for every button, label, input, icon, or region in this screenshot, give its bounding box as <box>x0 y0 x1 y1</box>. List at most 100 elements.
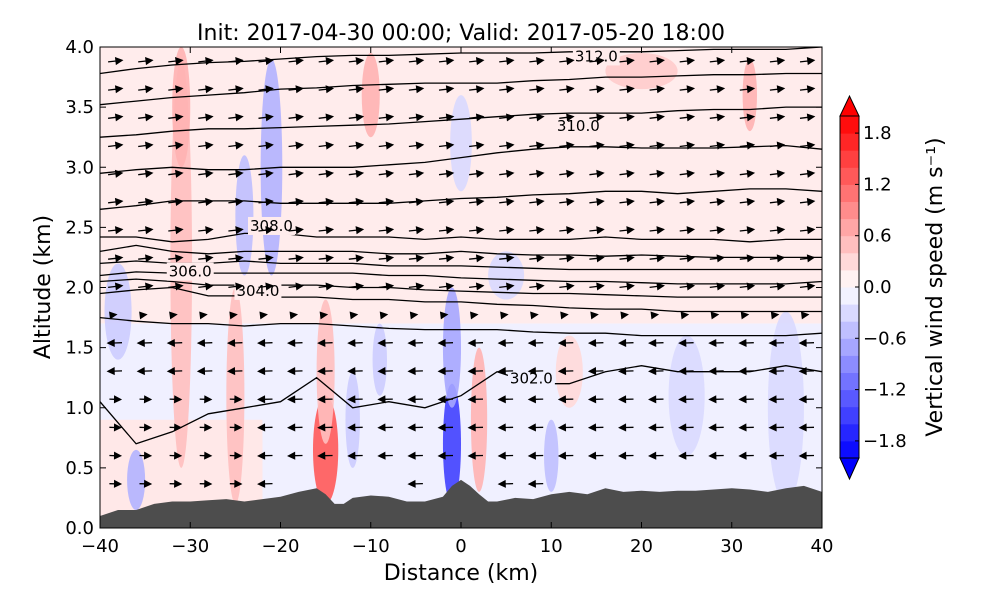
y-tick-label: 2.0 <box>65 278 94 299</box>
wind-vector <box>619 226 635 235</box>
wind-vector <box>138 197 154 207</box>
wind-vector <box>678 423 694 432</box>
plot-area: 312.0 310.0 308.0 306.0 304.0 302.0 <box>100 47 822 528</box>
wind-vector <box>497 367 514 376</box>
isentrope-line <box>100 316 822 337</box>
wind-vector <box>589 113 605 122</box>
wind-vector <box>557 367 574 376</box>
wind-vector <box>587 451 604 460</box>
x-tick-label: −20 <box>262 536 300 557</box>
wind-vector <box>559 226 575 235</box>
wind-vector <box>439 311 449 320</box>
wind-vector <box>288 57 304 66</box>
wind-vector <box>229 479 243 488</box>
wind-vector <box>709 113 726 122</box>
wind-vector <box>438 57 455 66</box>
wind-vector <box>497 338 514 348</box>
colorbar-tick-label: 1.8 <box>863 123 892 144</box>
wind-vector <box>739 141 756 150</box>
wind-vector <box>499 113 515 122</box>
wind-vector <box>589 282 605 291</box>
wind-vector <box>258 57 274 66</box>
wind-vector <box>469 113 485 122</box>
wind-vector <box>649 113 665 122</box>
x-tick-label: 40 <box>811 536 834 557</box>
wind-vector <box>589 226 605 235</box>
colorbar-extend-high <box>839 94 860 117</box>
wind-vector <box>407 423 423 432</box>
wind-vector <box>198 282 214 291</box>
wind-vector <box>257 338 273 348</box>
x-tick-label: 0 <box>455 536 466 557</box>
wind-vector <box>109 451 123 460</box>
wind-vector <box>467 451 484 460</box>
wind-vector <box>377 367 393 376</box>
wind-vector <box>169 479 183 488</box>
colorbar-band <box>840 287 859 305</box>
wind-vector <box>559 282 575 291</box>
w-feature <box>127 449 146 510</box>
wind-vector <box>408 282 425 291</box>
wind-vector <box>287 451 303 460</box>
wind-vector <box>529 85 545 94</box>
wind-vector <box>527 338 544 348</box>
wind-vector <box>109 311 118 320</box>
wind-vector <box>318 169 335 178</box>
colorbar-tick-label: 0.6 <box>863 226 892 247</box>
wind-vector <box>619 282 635 291</box>
colorbar-band <box>840 269 859 288</box>
colorbar-band <box>840 304 859 322</box>
wind-vector <box>109 395 123 404</box>
wind-vector <box>738 423 754 432</box>
wind-vector <box>138 113 154 122</box>
wind-vector <box>258 197 274 207</box>
colorbar-band <box>840 372 859 391</box>
wind-vector <box>378 85 395 94</box>
wind-vector <box>769 141 786 150</box>
wind-vector <box>708 338 724 348</box>
wind-vector <box>738 338 754 348</box>
wind-vector <box>407 451 423 460</box>
wind-vector <box>169 423 183 432</box>
colorbar-band <box>840 184 859 202</box>
colorbar-band <box>840 167 859 185</box>
isentrope-line <box>100 106 822 138</box>
wind-vector <box>499 141 515 150</box>
y-axis-ticks: 0.0 0.5 1.0 1.5 2.0 2.5 3.0 3.5 4.0 <box>65 37 822 539</box>
wind-vector <box>557 451 574 460</box>
colorbar-band <box>840 423 859 442</box>
wind-vector <box>708 423 724 432</box>
wind-vector <box>499 169 515 178</box>
colorbar-band <box>840 406 859 425</box>
w-feature <box>767 311 804 504</box>
contour-label-background <box>554 117 602 136</box>
wind-vector <box>229 311 238 320</box>
wind-vector <box>317 395 333 404</box>
wind-vector <box>679 197 696 207</box>
wind-vector <box>678 367 694 376</box>
wind-vector <box>287 395 303 404</box>
wind-vector <box>408 113 425 122</box>
wind-vector <box>199 451 213 460</box>
wind-vector <box>618 395 634 404</box>
wind-vector <box>228 57 244 66</box>
wind-vector <box>798 451 815 460</box>
wind-vector <box>438 85 455 94</box>
wind-vector <box>649 226 665 235</box>
wind-vector <box>139 479 153 488</box>
wind-vector <box>709 141 726 150</box>
wind-vector <box>739 57 756 66</box>
wind-vector <box>288 85 304 94</box>
wind-vector <box>228 282 244 291</box>
wind-vector <box>198 169 214 178</box>
contour-label: 312.0 <box>575 47 618 65</box>
wind-vector <box>437 367 454 376</box>
wind-vector <box>589 254 605 263</box>
wind-vector <box>258 85 274 94</box>
wind-vector <box>108 169 124 178</box>
y-tick-label: 2.5 <box>65 217 94 238</box>
wind-vector <box>799 113 816 122</box>
wind-vector <box>499 282 515 291</box>
isentrope-line <box>100 365 822 445</box>
